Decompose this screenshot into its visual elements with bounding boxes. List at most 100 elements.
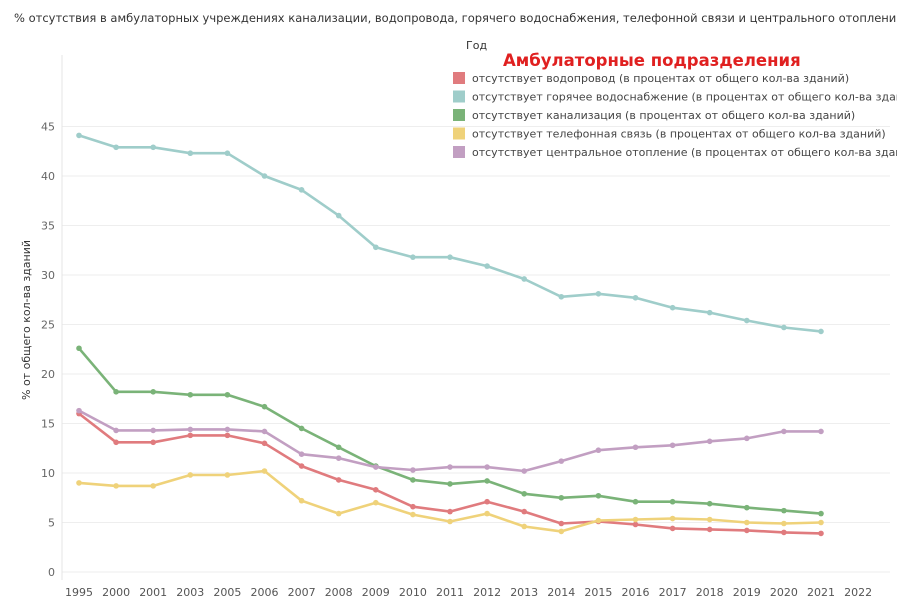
data-point[interactable] bbox=[484, 464, 490, 470]
data-point[interactable] bbox=[558, 494, 565, 501]
data-point[interactable] bbox=[335, 455, 342, 461]
data-point[interactable] bbox=[150, 389, 156, 395]
data-point[interactable] bbox=[261, 428, 268, 435]
data-point[interactable] bbox=[76, 480, 82, 486]
data-point[interactable] bbox=[781, 529, 787, 536]
data-point[interactable] bbox=[706, 516, 713, 523]
data-point[interactable] bbox=[484, 498, 490, 505]
data-point[interactable] bbox=[521, 276, 527, 282]
data-point[interactable] bbox=[706, 526, 713, 533]
data-point[interactable] bbox=[818, 328, 824, 335]
data-point[interactable] bbox=[298, 451, 305, 457]
data-point[interactable] bbox=[744, 527, 750, 534]
data-point[interactable] bbox=[484, 478, 490, 484]
data-point[interactable] bbox=[373, 487, 379, 493]
data-point[interactable] bbox=[558, 293, 565, 300]
data-point[interactable] bbox=[595, 291, 602, 297]
data-point[interactable] bbox=[113, 389, 119, 395]
data-point[interactable] bbox=[261, 403, 268, 410]
data-point[interactable] bbox=[521, 508, 527, 515]
data-point[interactable] bbox=[447, 464, 453, 470]
data-point[interactable] bbox=[76, 407, 82, 414]
data-point[interactable] bbox=[373, 499, 379, 506]
data-point[interactable] bbox=[224, 426, 231, 433]
data-point[interactable] bbox=[818, 428, 824, 435]
data-point[interactable] bbox=[447, 254, 453, 260]
data-point[interactable] bbox=[187, 472, 194, 478]
data-point[interactable] bbox=[781, 520, 787, 527]
data-point[interactable] bbox=[669, 442, 676, 449]
data-point[interactable] bbox=[744, 504, 750, 511]
data-point[interactable] bbox=[261, 173, 268, 179]
data-point[interactable] bbox=[335, 444, 342, 451]
data-point[interactable] bbox=[150, 144, 156, 151]
data-point[interactable] bbox=[298, 187, 305, 193]
data-point[interactable] bbox=[224, 432, 231, 439]
data-point[interactable] bbox=[224, 391, 231, 398]
data-point[interactable] bbox=[632, 516, 639, 523]
data-point[interactable] bbox=[447, 518, 453, 525]
data-point[interactable] bbox=[781, 324, 787, 331]
data-point[interactable] bbox=[632, 444, 639, 451]
data-point[interactable] bbox=[373, 244, 379, 251]
data-point[interactable] bbox=[706, 500, 713, 507]
data-point[interactable] bbox=[447, 481, 453, 487]
data-point[interactable] bbox=[410, 511, 416, 518]
data-point[interactable] bbox=[558, 528, 565, 535]
data-point[interactable] bbox=[521, 468, 527, 474]
data-point[interactable] bbox=[150, 427, 156, 434]
data-point[interactable] bbox=[669, 498, 676, 505]
data-point[interactable] bbox=[744, 435, 750, 442]
data-point[interactable] bbox=[187, 391, 194, 398]
data-point[interactable] bbox=[632, 498, 639, 505]
data-point[interactable] bbox=[150, 439, 156, 446]
data-point[interactable] bbox=[335, 510, 342, 517]
data-point[interactable] bbox=[298, 463, 305, 469]
data-point[interactable] bbox=[706, 309, 713, 316]
data-point[interactable] bbox=[113, 144, 119, 151]
data-point[interactable] bbox=[669, 525, 676, 532]
data-point[interactable] bbox=[187, 426, 194, 433]
data-point[interactable] bbox=[410, 254, 416, 260]
data-point[interactable] bbox=[298, 425, 305, 432]
data-point[interactable] bbox=[595, 447, 602, 454]
data-point[interactable] bbox=[595, 492, 602, 499]
data-point[interactable] bbox=[335, 212, 342, 219]
data-point[interactable] bbox=[76, 345, 82, 352]
data-point[interactable] bbox=[484, 263, 490, 269]
data-point[interactable] bbox=[818, 519, 824, 526]
data-point[interactable] bbox=[669, 304, 676, 311]
data-point[interactable] bbox=[595, 517, 602, 524]
data-point[interactable] bbox=[298, 497, 305, 504]
data-point[interactable] bbox=[818, 510, 824, 517]
data-point[interactable] bbox=[410, 477, 416, 483]
data-point[interactable] bbox=[521, 490, 527, 497]
data-point[interactable] bbox=[484, 510, 490, 517]
data-point[interactable] bbox=[187, 432, 194, 439]
data-point[interactable] bbox=[447, 508, 453, 515]
data-point[interactable] bbox=[76, 132, 82, 139]
data-point[interactable] bbox=[558, 520, 565, 527]
data-point[interactable] bbox=[781, 428, 787, 435]
data-point[interactable] bbox=[224, 150, 231, 157]
data-point[interactable] bbox=[706, 438, 713, 445]
data-point[interactable] bbox=[261, 468, 268, 474]
data-point[interactable] bbox=[150, 483, 156, 489]
data-point[interactable] bbox=[632, 521, 639, 528]
data-point[interactable] bbox=[818, 530, 824, 537]
data-point[interactable] bbox=[632, 294, 639, 301]
data-point[interactable] bbox=[410, 467, 416, 473]
data-point[interactable] bbox=[113, 439, 119, 446]
data-point[interactable] bbox=[669, 515, 676, 522]
data-point[interactable] bbox=[113, 483, 119, 489]
data-point[interactable] bbox=[744, 519, 750, 526]
data-point[interactable] bbox=[373, 464, 379, 470]
data-point[interactable] bbox=[335, 477, 342, 483]
data-point[interactable] bbox=[521, 523, 527, 530]
data-point[interactable] bbox=[113, 427, 119, 434]
data-point[interactable] bbox=[261, 440, 268, 447]
data-point[interactable] bbox=[558, 458, 565, 464]
data-point[interactable] bbox=[187, 150, 194, 157]
data-point[interactable] bbox=[410, 503, 416, 510]
data-point[interactable] bbox=[224, 472, 231, 478]
